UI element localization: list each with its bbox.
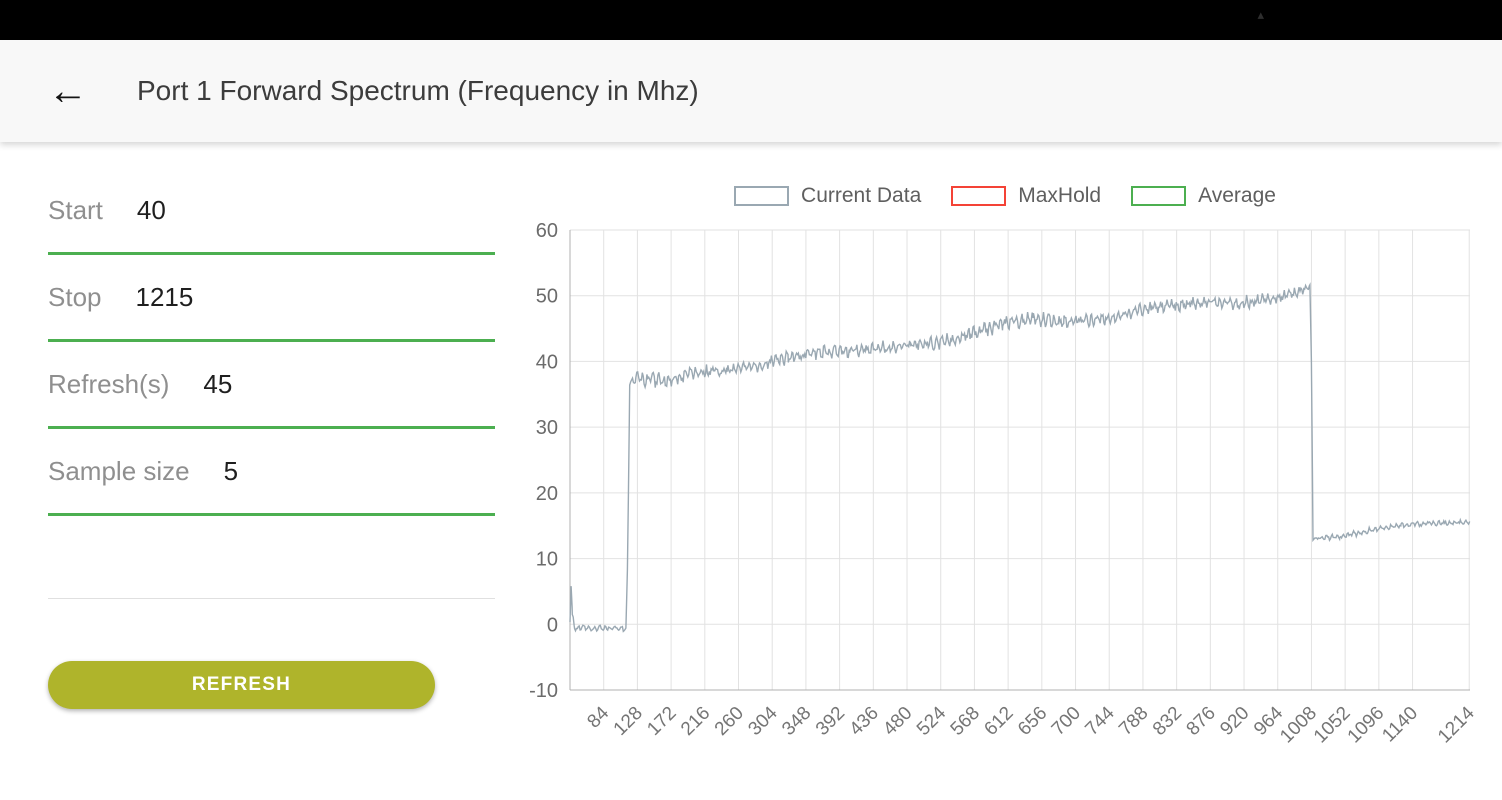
field-start-label: Start <box>48 194 103 225</box>
legend-item-maxhold: MaxHold <box>951 184 1101 208</box>
svg-text:436: 436 <box>846 703 883 740</box>
svg-text:568: 568 <box>947 703 984 740</box>
svg-text:656: 656 <box>1014 703 1051 740</box>
svg-text:524: 524 <box>913 702 951 740</box>
legend-label-current-data: Current Data <box>801 184 922 207</box>
field-stop-label: Stop <box>48 281 102 312</box>
status-caret-icon: ▴ <box>1257 7 1264 22</box>
svg-text:0: 0 <box>547 614 558 636</box>
field-start-value[interactable]: 40 <box>136 194 166 225</box>
svg-text:-10: -10 <box>529 680 558 702</box>
svg-text:172: 172 <box>643 703 680 740</box>
svg-text:1096: 1096 <box>1344 703 1389 748</box>
svg-text:788: 788 <box>1115 703 1152 740</box>
field-refresh-value[interactable]: 45 <box>203 368 233 399</box>
legend-item-average: Average <box>1131 184 1276 208</box>
svg-text:216: 216 <box>677 703 714 740</box>
svg-text:744: 744 <box>1082 702 1120 740</box>
spectrum-chart[interactable]: 6050403020100-10841281722162603043483924… <box>518 178 1488 788</box>
svg-text:260: 260 <box>711 703 748 740</box>
legend-swatch-current-data <box>734 186 790 206</box>
svg-text:10: 10 <box>536 549 558 571</box>
svg-text:40: 40 <box>536 351 558 373</box>
legend-label-average: Average <box>1198 184 1276 207</box>
svg-text:1008: 1008 <box>1276 703 1321 748</box>
svg-text:876: 876 <box>1183 703 1220 740</box>
svg-text:304: 304 <box>744 702 782 740</box>
back-button[interactable]: ← <box>42 70 94 112</box>
app-header: ← Port 1 Forward Spectrum (Frequency in … <box>0 40 1502 142</box>
legend-swatch-maxhold <box>951 186 1007 206</box>
status-bar: ▴ <box>0 0 1502 40</box>
field-sample-size[interactable]: Sample size 5 <box>48 429 495 516</box>
field-start[interactable]: Start 40 <box>48 168 495 255</box>
svg-text:1140: 1140 <box>1378 703 1422 747</box>
svg-text:128: 128 <box>610 703 647 740</box>
svg-text:50: 50 <box>536 286 558 308</box>
panel-divider <box>48 598 495 599</box>
legend-item-current-data: Current Data <box>734 184 921 208</box>
svg-text:1052: 1052 <box>1310 703 1355 748</box>
svg-text:480: 480 <box>879 703 916 740</box>
field-stop[interactable]: Stop 1215 <box>48 255 495 342</box>
refresh-button[interactable]: REFRESH <box>48 661 435 709</box>
svg-text:30: 30 <box>536 417 558 439</box>
legend-label-maxhold: MaxHold <box>1018 184 1102 207</box>
field-sample-size-value[interactable]: 5 <box>223 455 239 486</box>
svg-text:832: 832 <box>1149 703 1186 740</box>
svg-text:612: 612 <box>980 703 1017 740</box>
svg-text:84: 84 <box>583 702 613 732</box>
svg-text:920: 920 <box>1216 703 1253 740</box>
field-refresh-label: Refresh(s) <box>48 368 170 399</box>
field-stop-value[interactable]: 1215 <box>135 281 194 312</box>
svg-text:392: 392 <box>812 703 849 740</box>
svg-text:348: 348 <box>778 703 815 740</box>
page-title: Port 1 Forward Spectrum (Frequency in Mh… <box>137 75 699 106</box>
field-sample-size-label: Sample size <box>48 455 190 486</box>
svg-text:700: 700 <box>1048 703 1085 740</box>
svg-text:1214: 1214 <box>1434 702 1479 747</box>
legend-swatch-average <box>1131 186 1187 206</box>
svg-text:60: 60 <box>536 220 558 242</box>
chart-legend: Current Data MaxHold Average <box>520 184 1490 208</box>
settings-panel: Start 40 Stop 1215 Refresh(s) 45 Sample … <box>48 168 495 709</box>
svg-text:20: 20 <box>536 483 558 505</box>
field-refresh[interactable]: Refresh(s) 45 <box>48 342 495 429</box>
